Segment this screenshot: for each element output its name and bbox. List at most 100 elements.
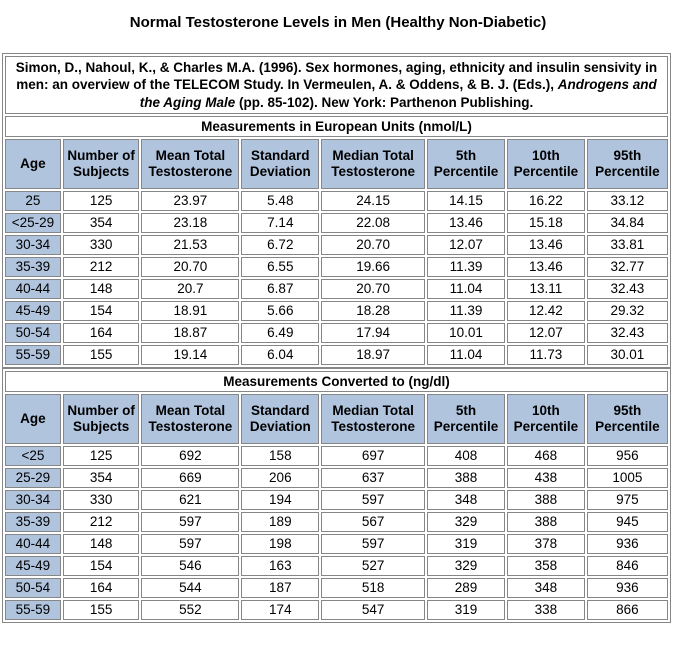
value-cell: 518 <box>321 578 426 598</box>
value-cell: 1005 <box>586 468 668 488</box>
value-cell: 388 <box>506 490 585 510</box>
age-cell: 55-59 <box>5 345 61 365</box>
value-cell: 378 <box>506 534 585 554</box>
age-cell: 30-34 <box>5 490 61 510</box>
value-cell: 388 <box>427 468 505 488</box>
value-cell: 11.73 <box>506 345 585 365</box>
table-row: 25 125 23.97 5.48 24.15 14.15 16.22 33.12 <box>5 191 668 211</box>
value-cell: 21.53 <box>141 235 240 255</box>
value-cell: 12.07 <box>506 323 585 343</box>
value-cell: 164 <box>62 578 140 598</box>
value-cell: 11.39 <box>427 301 505 321</box>
table-row: 50-54 164 544 187 518 289 348 936 <box>5 578 668 598</box>
value-cell: 29.32 <box>586 301 668 321</box>
value-cell: 388 <box>506 512 585 532</box>
column-header-row: Age Number of Subjects Mean Total Testoste… <box>5 139 668 189</box>
value-cell: 6.72 <box>241 235 320 255</box>
value-cell: 158 <box>241 446 320 466</box>
value-cell: 637 <box>321 468 426 488</box>
column-header: Median Total Testosterone <box>321 394 426 444</box>
table-row: 30-34 330 21.53 6.72 20.70 12.07 13.46 33.81 <box>5 235 668 255</box>
value-cell: 34.84 <box>586 213 668 233</box>
table-row: 25-29 354 669 206 637 388 438 1005 <box>5 468 668 488</box>
citation-text-end: (pp. 85-102). New York: Parthenon Publis… <box>235 94 534 110</box>
value-cell: 14.15 <box>427 191 505 211</box>
value-cell: 194 <box>241 490 320 510</box>
value-cell: 597 <box>141 512 240 532</box>
value-cell: 18.91 <box>141 301 240 321</box>
value-cell: 975 <box>586 490 668 510</box>
table-row: 40-44 148 597 198 597 319 378 936 <box>5 534 668 554</box>
value-cell: 125 <box>62 191 140 211</box>
value-cell: 354 <box>62 213 140 233</box>
value-cell: 154 <box>62 301 140 321</box>
value-cell: 544 <box>141 578 240 598</box>
age-cell: 40-44 <box>5 534 61 554</box>
value-cell: 16.22 <box>506 191 585 211</box>
value-cell: 212 <box>62 257 140 277</box>
age-cell: 55-59 <box>5 600 61 620</box>
value-cell: 125 <box>62 446 140 466</box>
value-cell: 148 <box>62 279 140 299</box>
value-cell: 163 <box>241 556 320 576</box>
value-cell: 154 <box>62 556 140 576</box>
age-cell: 25 <box>5 191 61 211</box>
value-cell: 330 <box>62 235 140 255</box>
value-cell: 338 <box>506 600 585 620</box>
value-cell: 187 <box>241 578 320 598</box>
value-cell: 18.87 <box>141 323 240 343</box>
value-cell: 692 <box>141 446 240 466</box>
section-title-row: Measurements in European Units (nmol/L) <box>5 116 668 137</box>
value-cell: 348 <box>427 490 505 510</box>
value-cell: 33.81 <box>586 235 668 255</box>
age-cell: 50-54 <box>5 578 61 598</box>
value-cell: 18.28 <box>321 301 426 321</box>
age-cell: <25 <box>5 446 61 466</box>
value-cell: 5.48 <box>241 191 320 211</box>
value-cell: 597 <box>321 534 426 554</box>
column-header: Standard Deviation <box>241 139 320 189</box>
value-cell: 438 <box>506 468 585 488</box>
value-cell: 358 <box>506 556 585 576</box>
table-row: 35-39 212 20.70 6.55 19.66 11.39 13.46 32.77 <box>5 257 668 277</box>
age-cell: 30-34 <box>5 235 61 255</box>
value-cell: 846 <box>586 556 668 576</box>
value-cell: 23.18 <box>141 213 240 233</box>
value-cell: 20.70 <box>321 235 426 255</box>
value-cell: 319 <box>427 534 505 554</box>
value-cell: 319 <box>427 600 505 620</box>
value-cell: 11.04 <box>427 345 505 365</box>
age-cell: 45-49 <box>5 556 61 576</box>
table-row: 55-59 155 552 174 547 319 338 866 <box>5 600 668 620</box>
column-header: 10th Percentile <box>506 139 585 189</box>
table-row: <25-29 354 23.18 7.14 22.08 13.46 15.18 34.84 <box>5 213 668 233</box>
value-cell: 527 <box>321 556 426 576</box>
value-cell: 348 <box>506 578 585 598</box>
value-cell: 11.04 <box>427 279 505 299</box>
value-cell: 547 <box>321 600 426 620</box>
column-header: 10th Percentile <box>506 394 585 444</box>
value-cell: 12.42 <box>506 301 585 321</box>
value-cell: 6.49 <box>241 323 320 343</box>
value-cell: 164 <box>62 323 140 343</box>
column-header: Mean Total Testosterone <box>141 394 240 444</box>
age-cell: <25-29 <box>5 213 61 233</box>
value-cell: 866 <box>586 600 668 620</box>
age-cell: 35-39 <box>5 512 61 532</box>
value-cell: 18.97 <box>321 345 426 365</box>
value-cell: 597 <box>141 534 240 554</box>
value-cell: 546 <box>141 556 240 576</box>
value-cell: 552 <box>141 600 240 620</box>
value-cell: 212 <box>62 512 140 532</box>
value-cell: 22.08 <box>321 213 426 233</box>
column-header-row: Age Number of Subjects Mean Total Testoste… <box>5 394 668 444</box>
value-cell: 5.66 <box>241 301 320 321</box>
value-cell: 15.18 <box>506 213 585 233</box>
value-cell: 468 <box>506 446 585 466</box>
value-cell: 155 <box>62 600 140 620</box>
citation-text-start: Simon, D., Nahoul, K., & Charles M.A. (1… <box>15 59 658 93</box>
value-cell: 155 <box>62 345 140 365</box>
column-header: 95th Percentile <box>586 139 668 189</box>
column-header: 5th Percentile <box>427 139 505 189</box>
value-cell: 23.97 <box>141 191 240 211</box>
